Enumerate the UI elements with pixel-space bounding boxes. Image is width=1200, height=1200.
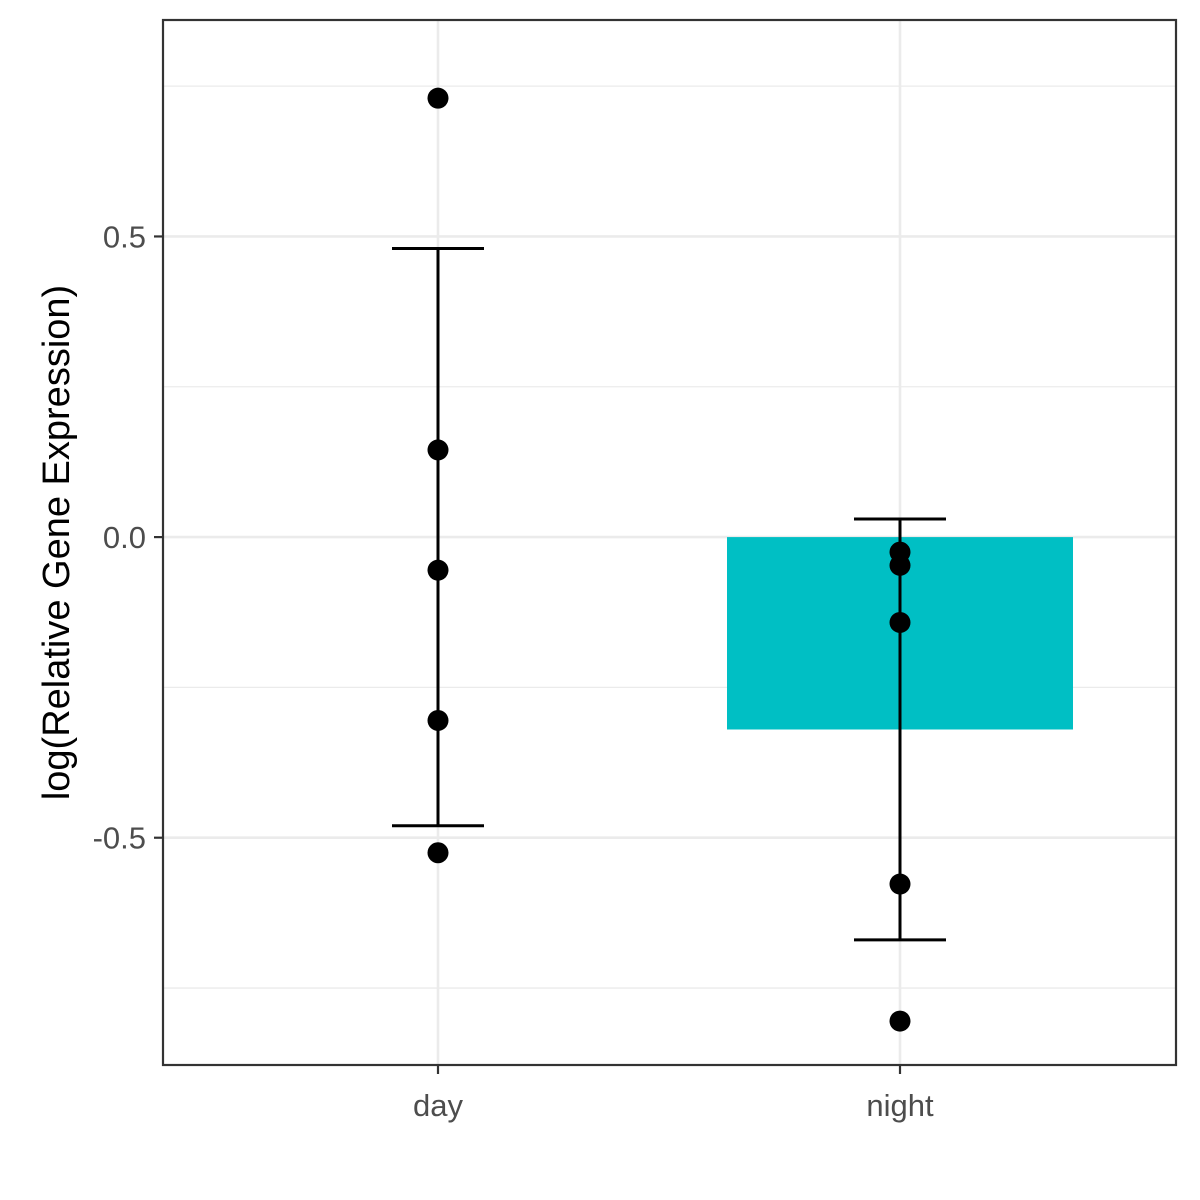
y-tick-label: 0.5 [103,219,146,254]
x-tick-label: night [866,1088,934,1123]
x-axis-ticks: day night [413,1065,934,1123]
data-point-night [889,611,911,633]
data-points [427,87,911,1032]
x-tick-label: day [413,1088,463,1123]
data-point-night [889,1010,911,1032]
data-point-day [427,842,449,864]
data-point-day [427,709,449,731]
data-point-day [427,559,449,581]
data-point-night [889,873,911,895]
data-point-day [427,87,449,109]
data-point-day [427,439,449,461]
y-axis-title: log(Relative Gene Expression) [36,285,78,800]
data-point-night [889,554,911,576]
y-tick-label: 0.0 [103,520,146,555]
panel-border [161,18,1178,1067]
y-axis-ticks: -0.5 0.0 0.5 [93,219,163,856]
y-tick-label: -0.5 [93,821,146,856]
